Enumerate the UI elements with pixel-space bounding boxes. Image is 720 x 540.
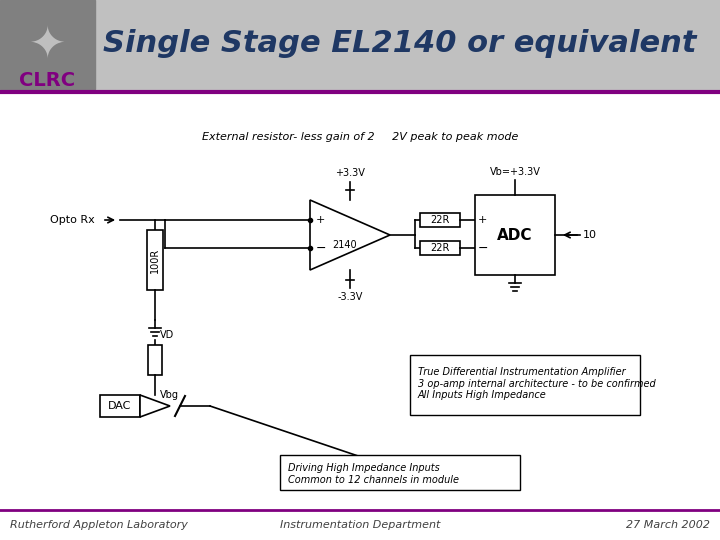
Bar	[420, 213, 460, 227]
Text: 22R: 22R	[431, 215, 450, 225]
Polygon shape	[140, 395, 170, 417]
Text: VD: VD	[160, 330, 174, 340]
Text: 10: 10	[583, 230, 597, 240]
Text: −: −	[316, 241, 326, 254]
Bar	[410, 355, 640, 415]
Text: Opto Rx: Opto Rx	[50, 215, 95, 225]
Bar	[475, 195, 555, 275]
Text: +: +	[316, 215, 325, 225]
Text: -3.3V: -3.3V	[337, 292, 363, 302]
Text: Single Stage EL2140 or equivalent: Single Stage EL2140 or equivalent	[103, 30, 697, 58]
Polygon shape	[310, 200, 390, 270]
Text: 22R: 22R	[431, 243, 450, 253]
Text: Instrumentation Department: Instrumentation Department	[280, 520, 440, 530]
Text: DAC: DAC	[108, 401, 132, 411]
Text: ADC: ADC	[498, 227, 533, 242]
Text: Vb=+3.3V: Vb=+3.3V	[490, 167, 541, 177]
Bar	[280, 455, 520, 490]
Bar	[420, 241, 460, 255]
Text: +3.3V: +3.3V	[335, 168, 365, 178]
Bar	[0, 0, 720, 89]
Text: Vbg: Vbg	[160, 390, 179, 400]
Text: 27 March 2002: 27 March 2002	[626, 520, 710, 530]
Text: +: +	[478, 215, 487, 225]
Text: 2140: 2140	[333, 240, 357, 250]
Bar	[147, 230, 163, 290]
Bar	[0, 0, 95, 89]
Bar	[100, 395, 140, 417]
Text: Rutherford Appleton Laboratory: Rutherford Appleton Laboratory	[10, 520, 188, 530]
Text: True Differential Instrumentation Amplifier
3 op-amp internal architecture - to : True Differential Instrumentation Amplif…	[418, 367, 656, 400]
Text: CLRC: CLRC	[19, 71, 75, 90]
Text: −: −	[478, 241, 488, 254]
Bar	[148, 345, 162, 375]
Text: ✦: ✦	[28, 24, 66, 66]
Text: 100R: 100R	[150, 247, 160, 273]
Text: Driving High Impedance Inputs
Common to 12 channels in module: Driving High Impedance Inputs Common to …	[288, 463, 459, 484]
Text: External resistor- less gain of 2     2V peak to peak mode: External resistor- less gain of 2 2V pea…	[202, 132, 518, 142]
